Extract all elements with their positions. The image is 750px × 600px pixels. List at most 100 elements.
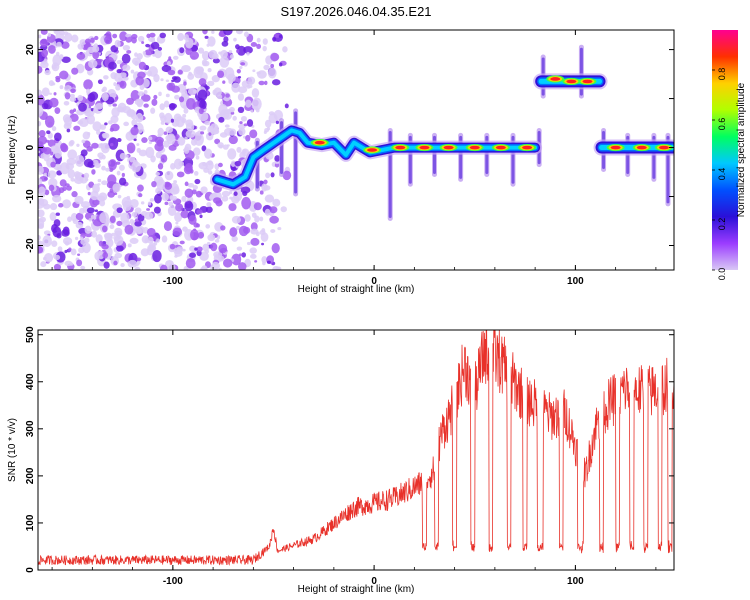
noise-speck	[94, 209, 98, 213]
noise-speck	[207, 67, 212, 73]
noise-speck	[88, 218, 93, 222]
noise-speck	[64, 260, 73, 267]
noise-speck	[83, 79, 93, 90]
noise-speck	[74, 195, 84, 205]
noise-speck	[44, 189, 50, 196]
noise-speck	[118, 77, 122, 81]
noise-speck	[200, 186, 208, 194]
noise-speck	[227, 148, 237, 160]
noise-speck	[130, 126, 139, 136]
noise-speck	[133, 138, 137, 142]
noise-speck	[38, 199, 45, 209]
noise-speck	[134, 98, 144, 106]
noise-speck	[258, 80, 265, 86]
noise-speck	[166, 61, 172, 66]
noise-speck	[243, 31, 249, 38]
noise-speck	[42, 235, 52, 247]
noise-speck	[264, 80, 268, 86]
noise-speck	[86, 207, 95, 214]
noise-speck	[73, 125, 81, 131]
noise-speck	[270, 229, 276, 233]
noise-speck	[256, 37, 261, 43]
noise-speck	[38, 178, 43, 185]
noise-speck	[47, 132, 53, 139]
noise-speck	[137, 91, 145, 97]
noise-speck	[76, 143, 80, 148]
noise-speck	[270, 52, 280, 62]
noise-speck	[159, 264, 168, 270]
noise-speck	[250, 237, 260, 246]
chart-title: S197.2026.046.04.35.E21	[280, 4, 431, 19]
noise-speck	[236, 68, 241, 74]
noise-speck	[64, 249, 68, 254]
noise-speck	[159, 103, 165, 111]
noise-speck	[38, 141, 44, 149]
noise-speck	[163, 140, 170, 148]
noise-speck	[205, 224, 211, 229]
noise-speck	[249, 247, 257, 254]
noise-speck	[211, 74, 220, 83]
noise-speck	[136, 257, 142, 262]
noise-speck	[119, 80, 127, 89]
noise-speck	[192, 185, 198, 190]
noise-speck	[168, 201, 174, 207]
noise-speck	[71, 34, 79, 43]
noise-speck	[202, 60, 210, 67]
noise-speck	[211, 261, 221, 270]
noise-speck	[144, 238, 149, 244]
noise-speck	[179, 47, 185, 54]
noise-speck	[190, 229, 199, 241]
noise-speck	[178, 96, 185, 103]
x-tick-label: 0	[371, 276, 377, 287]
noise-speck	[254, 260, 258, 263]
spectrogram-frame	[37, 29, 675, 271]
hot-spot-core	[610, 145, 621, 150]
noise-speck	[131, 161, 141, 173]
noise-speck	[202, 30, 208, 35]
noise-speck	[83, 172, 90, 179]
noise-speck	[144, 49, 154, 56]
noise-speck	[199, 99, 207, 110]
noise-speck	[230, 160, 236, 167]
noise-speck	[148, 66, 158, 77]
spectrogram-x-label: Height of straight line (km)	[298, 284, 415, 295]
noise-speck	[56, 167, 60, 171]
noise-speck	[189, 252, 197, 258]
noise-speck	[169, 243, 176, 250]
noise-speck	[228, 128, 237, 136]
noise-speck	[217, 162, 223, 168]
noise-speck	[51, 64, 57, 70]
noise-speck	[101, 154, 106, 160]
noise-speck	[243, 61, 248, 67]
noise-speck	[219, 56, 230, 68]
noise-speck	[53, 219, 61, 227]
noise-speck	[99, 156, 103, 160]
noise-speck	[90, 37, 95, 43]
noise-speck	[158, 91, 162, 97]
noise-speck	[101, 225, 108, 233]
noise-speck	[213, 87, 222, 97]
noise-speck	[140, 211, 148, 216]
noise-speck	[242, 149, 247, 154]
hot-spot-core	[636, 145, 647, 150]
noise-speck	[240, 186, 251, 194]
hot-spot-core	[522, 145, 533, 150]
noise-speck	[154, 142, 164, 152]
noise-speck	[52, 54, 62, 67]
noise-speck	[105, 167, 110, 172]
noise-speck	[97, 178, 102, 183]
noise-speck	[101, 180, 108, 186]
noise-speck	[237, 106, 245, 114]
noise-speck	[103, 75, 109, 80]
noise-speck	[205, 132, 214, 141]
noise-speck	[92, 50, 100, 60]
noise-speck	[253, 202, 262, 211]
noise-speck	[269, 206, 278, 214]
noise-speck	[233, 37, 237, 42]
noise-speck	[249, 129, 258, 139]
noise-speck	[241, 80, 250, 88]
noise-speck	[114, 39, 121, 48]
noise-speck	[142, 51, 147, 55]
noise-speck	[140, 94, 151, 102]
noise-speck	[274, 33, 281, 38]
